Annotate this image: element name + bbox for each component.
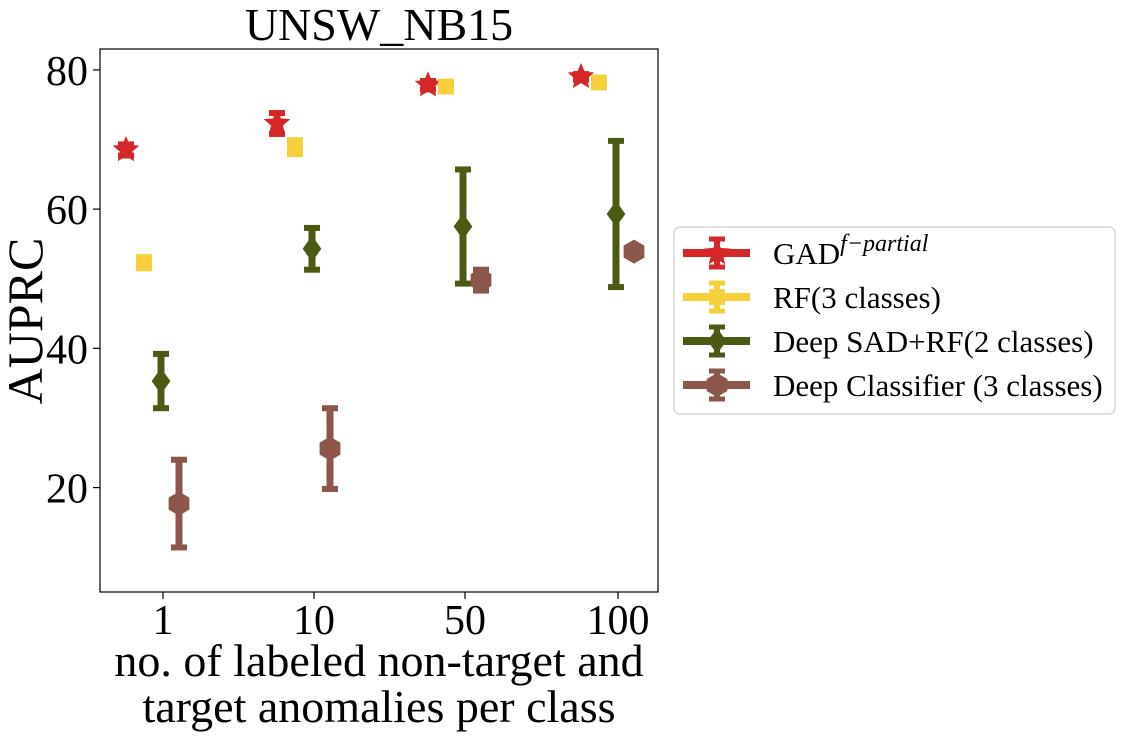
- data-point: [623, 239, 645, 264]
- data-point: [302, 235, 322, 262]
- data-point: [438, 78, 454, 95]
- data-point: [470, 268, 492, 293]
- legend-entry-3: Deep SAD+RF(2 classes): [683, 324, 1094, 359]
- data-point: [136, 254, 152, 271]
- y-tick-label-40: 40: [46, 327, 88, 373]
- data-point: [112, 135, 140, 162]
- x-axis-label-line-2: target anomalies per class: [142, 681, 615, 732]
- legend-label: Deep SAD+RF(2 classes): [773, 324, 1094, 359]
- axes: 20 40 60 80 1 10 50 100: [46, 49, 650, 644]
- data-point: [567, 62, 595, 89]
- data-point: [453, 213, 473, 240]
- data-point: [168, 491, 190, 516]
- data-point: [287, 139, 303, 156]
- x-axis-label-line-1: no. of labeled non-target and: [114, 635, 643, 686]
- legend-label: RF(3 classes): [773, 280, 941, 315]
- series-3: [151, 137, 626, 412]
- x-tick-label-1: 1: [153, 598, 174, 644]
- plot-frame: [99, 48, 659, 593]
- y-tick-label-80: 80: [46, 49, 88, 95]
- legend-marker: [703, 239, 731, 265]
- x-tick-label-100: 100: [587, 598, 650, 644]
- plot-area: [112, 62, 645, 551]
- y-tick-label-60: 60: [46, 188, 88, 234]
- data-point: [263, 109, 291, 135]
- y-axis-label: AUPRC: [0, 238, 53, 405]
- legend: GADf−partial RF(3 classes) Deep SAD+RF(2 c…: [673, 226, 1116, 415]
- series-2: [136, 74, 607, 272]
- legend-marker: [709, 289, 725, 305]
- data-point: [319, 436, 341, 461]
- legend-marker: [707, 328, 727, 354]
- series-1: [112, 62, 595, 162]
- legend-entry-2: RF(3 classes): [683, 280, 941, 315]
- legend-entry-1: GADf−partial: [683, 231, 929, 271]
- legend-box: [673, 226, 1116, 415]
- legend-label: GADf−partial: [773, 231, 929, 271]
- data-point: [606, 200, 626, 227]
- legend-marker: [706, 373, 728, 397]
- data-point: [151, 368, 171, 395]
- legend-label: Deep Classifier (3 classes): [773, 368, 1103, 403]
- data-point: [414, 71, 442, 97]
- chart-title: UNSW_NB15: [245, 0, 513, 50]
- legend-entry-4: Deep Classifier (3 classes): [683, 368, 1103, 403]
- y-tick-label-20: 20: [46, 467, 88, 513]
- x-tick-label-50: 50: [444, 598, 486, 644]
- data-point: [591, 74, 607, 91]
- series-4: [168, 239, 645, 551]
- x-tick-label-10: 10: [293, 598, 335, 644]
